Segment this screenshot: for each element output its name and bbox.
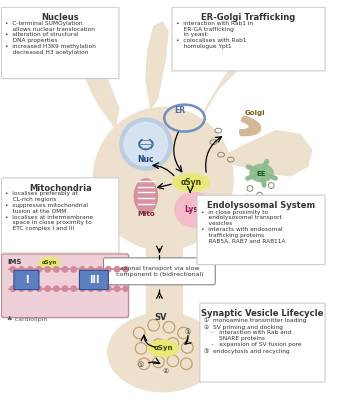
Text: Golgi: Golgi [244,110,265,116]
Text: ♣ cardiolipin: ♣ cardiolipin [7,316,48,322]
FancyBboxPatch shape [1,254,129,318]
Text: EE: EE [257,171,266,177]
Ellipse shape [173,174,210,191]
Circle shape [10,286,16,291]
Text: ①: ① [138,362,144,368]
Circle shape [71,267,76,272]
FancyBboxPatch shape [197,195,325,264]
Text: III: III [89,275,99,285]
Text: αSyn: αSyn [181,178,202,187]
Circle shape [88,267,94,272]
Ellipse shape [250,164,273,182]
Circle shape [97,267,102,272]
Circle shape [123,286,128,291]
FancyBboxPatch shape [14,270,39,290]
Text: IMS: IMS [7,259,22,265]
Circle shape [36,286,42,291]
Text: ②: ② [162,368,168,374]
Polygon shape [204,22,276,113]
Circle shape [62,267,68,272]
Text: Endolysosomal System: Endolysosomal System [207,201,315,210]
Text: •  in close proximity to
    endolysosomal transport
    vesicles
•  interacts w: • in close proximity to endolysosomal tr… [201,210,285,244]
Ellipse shape [39,257,60,268]
Circle shape [36,267,42,272]
FancyBboxPatch shape [172,7,325,71]
Text: ①  monoamine transmitter loading
②  SV priming and docking
    -   interaction w: ① monoamine transmitter loading ② SV pri… [204,318,306,354]
Ellipse shape [120,118,172,170]
Circle shape [19,286,24,291]
Text: ER-Golgi Trafficking: ER-Golgi Trafficking [201,13,295,22]
Ellipse shape [93,108,233,250]
Text: Nuc: Nuc [137,155,154,164]
Text: Synaptic Vesicle Lifecycle: Synaptic Vesicle Lifecycle [201,309,324,318]
Polygon shape [76,46,119,128]
FancyBboxPatch shape [1,7,119,78]
Ellipse shape [175,192,213,227]
Circle shape [71,286,76,291]
Circle shape [114,286,120,291]
Circle shape [10,267,16,272]
Text: I: I [25,275,28,285]
Text: •  C-terminal SUMOylation
    allows nuclear translocation
•  alteration of stru: • C-terminal SUMOylation allows nuclear … [5,21,96,55]
Ellipse shape [124,122,167,166]
Circle shape [28,267,33,272]
Polygon shape [146,22,168,108]
Text: ER: ER [174,106,185,115]
Circle shape [19,267,24,272]
Circle shape [97,286,102,291]
Text: Mitochondria: Mitochondria [29,184,92,193]
Circle shape [45,267,50,272]
FancyBboxPatch shape [1,178,119,253]
Polygon shape [221,131,312,176]
Text: SV: SV [154,313,166,322]
Ellipse shape [108,313,219,392]
Text: •  interaction with Rab1 in
    ER-GA trafficking
    in yeast:
•  colocalises w: • interaction with Rab1 in ER-GA traffic… [176,21,253,49]
Circle shape [62,286,68,291]
Circle shape [54,267,59,272]
Circle shape [28,286,33,291]
Circle shape [54,286,59,291]
Circle shape [105,286,111,291]
Text: αSyn: αSyn [154,345,173,351]
Text: αSyn: αSyn [42,260,57,265]
FancyBboxPatch shape [200,303,325,382]
Circle shape [45,286,50,291]
Circle shape [123,267,128,272]
Ellipse shape [148,340,179,356]
Text: Nucleus: Nucleus [41,13,79,22]
Text: Mito: Mito [137,212,155,218]
Text: •  localises preferably at
    CL-rich regions
•  suppresses mitochondrial
    f: • localises preferably at CL-rich region… [5,191,93,231]
Circle shape [80,286,85,291]
Circle shape [114,267,120,272]
Circle shape [80,267,85,272]
Text: axonal transport via slow
component b (bidirectional): axonal transport via slow component b (b… [116,266,203,277]
Circle shape [88,286,94,291]
Circle shape [105,267,111,272]
Text: ①: ① [184,329,190,335]
Ellipse shape [134,179,157,214]
FancyBboxPatch shape [80,270,108,290]
Text: Lyso: Lyso [184,205,204,214]
Polygon shape [146,246,182,314]
FancyBboxPatch shape [103,258,215,285]
